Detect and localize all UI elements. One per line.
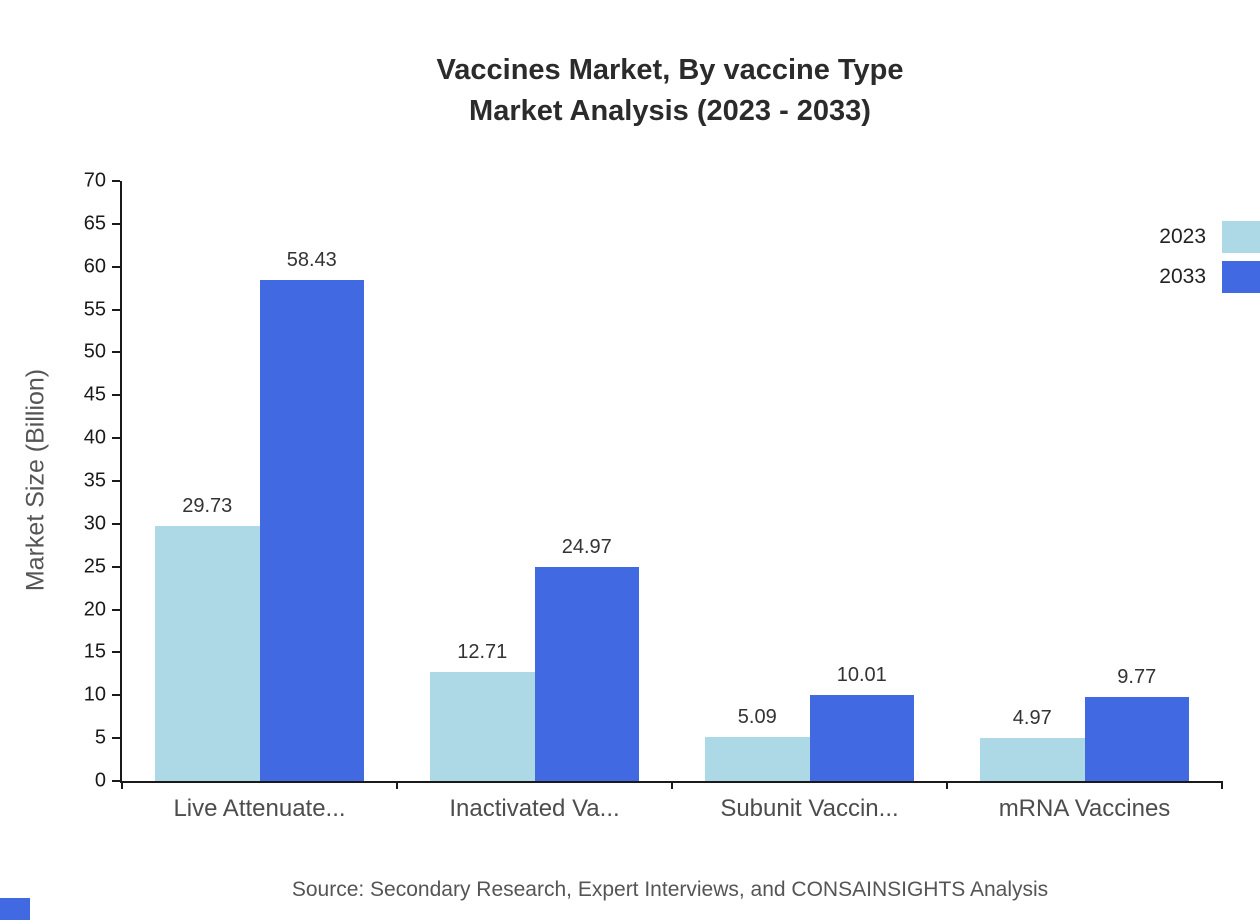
bar-value-label: 10.01 [836, 664, 887, 687]
y-tick-mark [112, 222, 120, 225]
y-tick-mark [112, 737, 120, 740]
y-tick-label: 45 [83, 383, 106, 406]
y-tick-label: 20 [83, 598, 106, 621]
y-tick-mark [112, 608, 120, 611]
legend-swatch [1222, 221, 1260, 253]
chart-title: Vaccines Market, By vaccine Type Market … [120, 50, 1220, 132]
y-tick-label: 35 [83, 469, 106, 492]
x-tick-mark [946, 781, 948, 789]
bar-value-label: 29.73 [182, 495, 233, 518]
y-tick-mark [112, 522, 120, 525]
y-tick-mark [112, 308, 120, 311]
y-tick-mark [112, 694, 120, 697]
bar-value-label: 4.97 [1012, 707, 1052, 730]
y-tick-mark [112, 780, 120, 782]
y-tick-mark [112, 651, 120, 654]
legend-label: 2033 [1159, 265, 1206, 288]
x-tick-mark [121, 781, 123, 789]
category-label: Subunit Vaccin... [720, 795, 899, 822]
x-tick-mark [396, 781, 398, 789]
bar-value-label: 9.77 [1117, 666, 1157, 689]
y-tick-label: 15 [83, 640, 106, 663]
bar-2033 [809, 695, 914, 781]
y-tick-mark [112, 180, 120, 182]
legend: 2023 2033 [1159, 220, 1260, 294]
source-text: Source: Secondary Research, Expert Inter… [291, 878, 1049, 901]
bar-2023 [705, 737, 810, 781]
y-tick-label: 70 [83, 169, 106, 192]
bar-2033 [534, 566, 639, 781]
category-label: Inactivated Va... [449, 795, 620, 822]
y-tick-label: 5 [94, 726, 106, 749]
chart-title-line1: Vaccines Market, By vaccine Type [436, 54, 904, 86]
y-tick-label: 40 [83, 426, 106, 449]
y-tick-label: 0 [94, 769, 106, 792]
y-tick-label: 60 [83, 255, 106, 278]
y-tick-mark [112, 351, 120, 354]
y-tick-label: 25 [83, 555, 106, 578]
bar-value-label: 12.71 [457, 641, 508, 664]
x-tick-mark [671, 781, 673, 789]
y-axis-title: Market Size (Billion) [21, 368, 50, 592]
category-label: Live Attenuate... [173, 795, 346, 822]
y-tick-label: 10 [83, 683, 106, 706]
x-tick-mark [1221, 781, 1223, 789]
y-tick-label: 55 [83, 298, 106, 321]
bar-value-label: 5.09 [737, 706, 777, 729]
y-tick-mark [112, 394, 120, 397]
y-tick-mark [112, 265, 120, 268]
corner-accent [0, 898, 30, 920]
y-tick-mark [112, 480, 120, 482]
y-tick-mark [112, 565, 120, 568]
bar-2033 [259, 280, 364, 781]
legend-item-2033[interactable]: 2033 [1159, 260, 1260, 294]
y-tick-mark [112, 437, 120, 440]
category-label: mRNA Vaccines [998, 795, 1171, 822]
bar-2033 [1084, 697, 1189, 781]
bar-2023 [430, 672, 535, 781]
y-tick-label: 65 [83, 212, 106, 235]
y-tick-label: 30 [83, 512, 106, 535]
plot-area: 0 5 10 15 20 25 30 35 40 45 50 55 60 65 70 Live Attenua… [84, 170, 1223, 822]
legend-item-2023[interactable]: 2023 [1159, 220, 1260, 254]
legend-label: 2023 [1159, 225, 1206, 248]
bar-2023 [155, 526, 260, 781]
bar-2023 [980, 738, 1085, 781]
legend-swatch [1222, 261, 1260, 293]
bar-value-label: 58.43 [286, 249, 337, 272]
chart-title-line2: Market Analysis (2023 - 2033) [469, 95, 871, 127]
y-tick-label: 50 [83, 340, 106, 363]
bar-value-label: 24.97 [561, 535, 612, 558]
